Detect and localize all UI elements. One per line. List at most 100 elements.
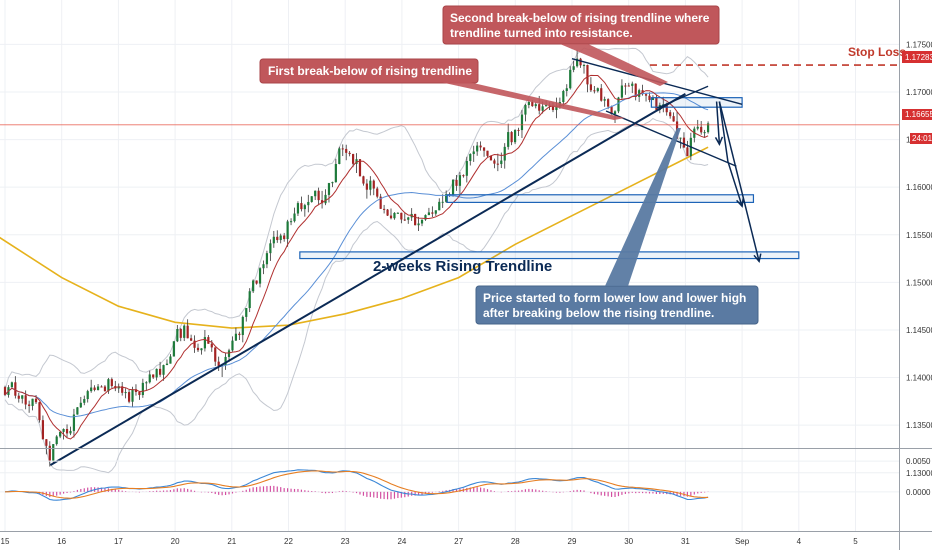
- projection-arrows: [714, 101, 762, 264]
- macd-pane: 0.0050 0.0000: [0, 457, 931, 501]
- callout-first-break-text: First break-below of rising trendline: [268, 64, 472, 78]
- callout-second-break-line2: trendline turned into resistance.: [450, 26, 633, 40]
- candle-body: [62, 429, 65, 432]
- candle-body: [496, 163, 499, 165]
- arrow-to-zone-2: [718, 101, 760, 262]
- candle-body: [706, 123, 710, 133]
- callout-lower-low-pointer: [605, 128, 681, 286]
- candle-body: [214, 347, 217, 362]
- candle-body: [541, 106, 544, 111]
- candle-body: [624, 85, 627, 87]
- candle-body: [455, 179, 458, 186]
- candle-body: [169, 356, 172, 364]
- candle-body: [458, 175, 462, 186]
- candle-body: [376, 188, 379, 197]
- candle-body: [165, 363, 169, 366]
- candle-body: [41, 420, 45, 440]
- current-price-tag: 1.16655 24:01: [902, 109, 932, 144]
- time-tick-label: 27: [454, 537, 463, 546]
- candle-body: [320, 200, 324, 204]
- candle-body: [224, 356, 227, 366]
- callout-first-break-box: [259, 58, 479, 84]
- candle-body: [241, 316, 244, 336]
- candle-body: [38, 402, 41, 421]
- current-price-tag-text: 1.16655: [905, 110, 932, 119]
- candle-body: [489, 155, 493, 161]
- time-tick-label: 22: [284, 537, 293, 546]
- candle-body: [524, 105, 527, 115]
- candle-body: [362, 176, 365, 184]
- candle-body: [276, 236, 279, 241]
- time-tick-label: 15: [1, 537, 10, 546]
- candle-body: [245, 308, 248, 317]
- candle-body: [103, 386, 107, 392]
- candle-body: [196, 347, 200, 351]
- candle-body: [672, 116, 675, 122]
- candle-body: [59, 431, 62, 437]
- candle-body: [55, 436, 58, 445]
- candle-body: [86, 391, 89, 400]
- candle-body: [158, 368, 162, 375]
- candle-body: [69, 430, 72, 434]
- candle-body: [148, 374, 151, 383]
- stop-loss-tag: 1.17283: [902, 51, 932, 63]
- trendline-label: 2-weeks Rising Trendline: [373, 258, 552, 275]
- candle-body: [248, 291, 251, 309]
- candle-body: [90, 387, 93, 392]
- candle-body: [345, 148, 348, 153]
- candle-body: [520, 114, 524, 131]
- candle-body: [34, 398, 38, 403]
- candle-body: [703, 132, 706, 134]
- price-tick-label: 1.15500: [906, 231, 932, 240]
- candle-body: [341, 148, 344, 150]
- candle-body: [593, 90, 596, 92]
- candle-body: [217, 361, 220, 366]
- candle-body: [110, 379, 113, 387]
- candle-body: [134, 389, 138, 392]
- candle-body: [338, 148, 341, 164]
- candle-body: [486, 150, 489, 156]
- candle-body: [255, 280, 258, 284]
- candle-body: [438, 201, 441, 211]
- time-tick-label: 29: [568, 537, 577, 546]
- candle-body: [396, 212, 399, 214]
- candle-body: [493, 160, 496, 164]
- long-moving-average: [0, 146, 709, 329]
- callout-second-pointer: [560, 44, 668, 86]
- candle-body: [28, 404, 31, 406]
- candle-body: [386, 209, 389, 216]
- candle-body: [500, 160, 503, 165]
- time-tick-label: 24: [397, 537, 406, 546]
- candle-body: [310, 196, 313, 202]
- macd-signal-line: [5, 470, 709, 499]
- candle-body: [200, 348, 203, 351]
- candle-body: [14, 382, 17, 396]
- time-tick-label: 16: [57, 537, 66, 546]
- arrow-to-zone-1: [718, 101, 743, 207]
- time-tick-label: 5: [853, 537, 858, 546]
- callout-lower-low: Price started to form lower low and lowe…: [475, 285, 759, 325]
- candle-body: [379, 196, 382, 209]
- candle-body: [365, 183, 368, 190]
- candle-body: [620, 85, 624, 98]
- candle-body: [100, 386, 103, 388]
- candle-body: [351, 154, 355, 164]
- candle-body: [579, 58, 582, 66]
- candle-body: [183, 325, 186, 338]
- candle-body: [24, 395, 27, 405]
- callout-lower-low-line1: Price started to form lower low and lowe…: [483, 291, 746, 305]
- candle-body: [121, 386, 124, 393]
- candle-body: [210, 343, 213, 348]
- candle-body: [696, 126, 699, 129]
- candle-body: [700, 126, 703, 133]
- callout-second-break: Second break-below of rising trendline w…: [442, 5, 720, 45]
- candle-body: [72, 414, 76, 431]
- candle-body: [582, 65, 586, 67]
- macd-tick-label: 0.0000: [906, 488, 931, 497]
- candle-body: [186, 325, 189, 339]
- ma-fast-line: [4, 74, 709, 440]
- candle-body: [317, 190, 320, 201]
- candle-body: [445, 194, 448, 202]
- callout-first-pointer: [440, 80, 625, 120]
- price-levels: [0, 64, 899, 126]
